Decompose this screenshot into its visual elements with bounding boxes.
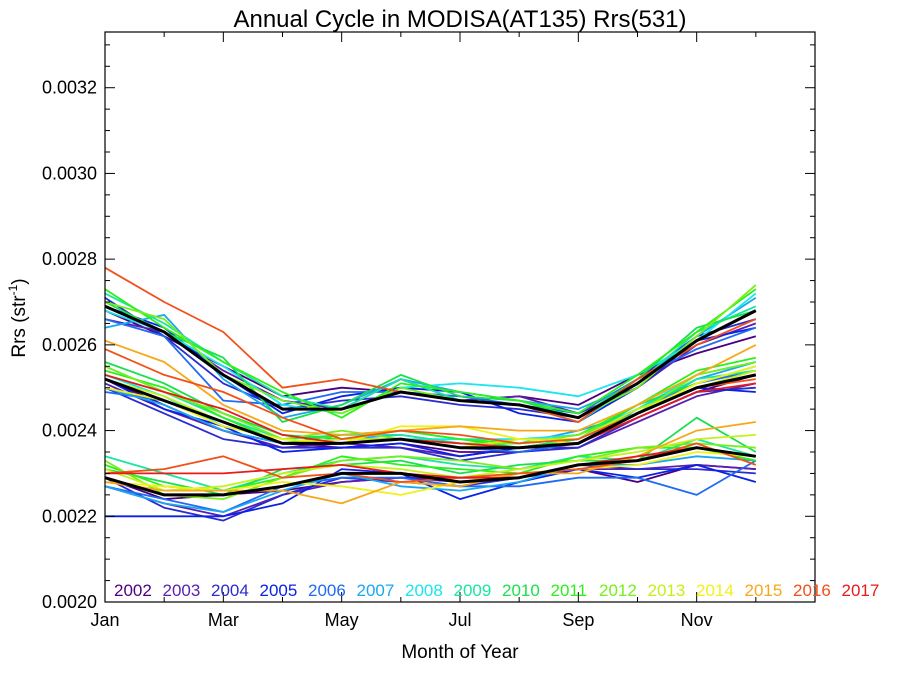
series-line-high-9 — [104, 288, 757, 419]
x-tick-label: Nov — [681, 610, 713, 630]
y-tick-label: 0.0022 — [42, 506, 97, 526]
legend-label-2017: 2017 — [842, 581, 880, 600]
y-axis-label-end: ) — [9, 278, 30, 284]
series-line-low-40 — [104, 434, 756, 492]
legend-label-2013: 2013 — [648, 581, 686, 600]
y-axis-label-main: Rrs (str — [9, 295, 30, 358]
y-tick-label: 0.0028 — [42, 249, 97, 269]
chart-title: Annual Cycle in MODISA(AT135) Rrs(531) — [233, 6, 686, 33]
y-tick-label: 0.0026 — [42, 335, 97, 355]
series-line-mid-28 — [104, 374, 756, 449]
series-line-low-33 — [105, 463, 757, 518]
legend-label-2008: 2008 — [405, 581, 443, 600]
series-line-low-42 — [104, 421, 756, 505]
legend-label-2005: 2005 — [260, 581, 298, 600]
x-tick-label: Mar — [208, 610, 239, 630]
legend-label-2016: 2016 — [793, 581, 831, 600]
legend-label-2009: 2009 — [454, 581, 492, 600]
legend-label-2006: 2006 — [308, 581, 346, 600]
series-line-low-45 — [104, 446, 757, 497]
y-tick-label: 0.0030 — [42, 163, 97, 183]
series-line-high-8 — [104, 301, 757, 423]
y-axis: 0.0020 0.0022 0.0024 0.0026 0.0028 0.0030 0.00… — [42, 44, 815, 612]
y-tick-label: 0.0020 — [42, 592, 97, 612]
y-axis-label: Rrs (str-1) — [6, 278, 30, 357]
series-line-high-2 — [104, 296, 757, 419]
y-axis-label-superscript: -1 — [6, 284, 20, 295]
legend-label-2007: 2007 — [357, 581, 395, 600]
legend-label-2002: 2002 — [114, 581, 152, 600]
x-tick-label: Jan — [90, 610, 119, 630]
y-tick-label: 0.0024 — [42, 421, 97, 441]
y-tick-label: 0.0032 — [42, 78, 97, 98]
x-tick-label: Sep — [562, 610, 594, 630]
series-line-low-39 — [104, 442, 756, 501]
legend-label-2003: 2003 — [163, 581, 201, 600]
legend-label-2010: 2010 — [502, 581, 540, 600]
series-line-mid-26 — [104, 339, 757, 436]
legend-label-2004: 2004 — [211, 581, 249, 600]
x-axis: Jan Mar May Jul Sep Nov — [90, 32, 816, 630]
legend-label-2015: 2015 — [745, 581, 783, 600]
series-line-high-12 — [104, 304, 757, 420]
legend-label-2012: 2012 — [599, 581, 637, 600]
legend: 2002 2003 2004 2005 2006 2007 2008 2009 2010 2011… — [114, 581, 879, 600]
x-axis-label: Month of Year — [401, 642, 519, 663]
legend-label-2011: 2011 — [551, 581, 588, 600]
series-line-high-10 — [104, 284, 757, 419]
series-line-low-44 — [105, 446, 756, 479]
series-line-mid-29 — [104, 373, 757, 450]
series-layer — [104, 266, 757, 522]
legend-label-2014: 2014 — [696, 581, 734, 600]
x-tick-label: Jul — [448, 610, 471, 630]
x-tick-label: May — [325, 610, 359, 630]
